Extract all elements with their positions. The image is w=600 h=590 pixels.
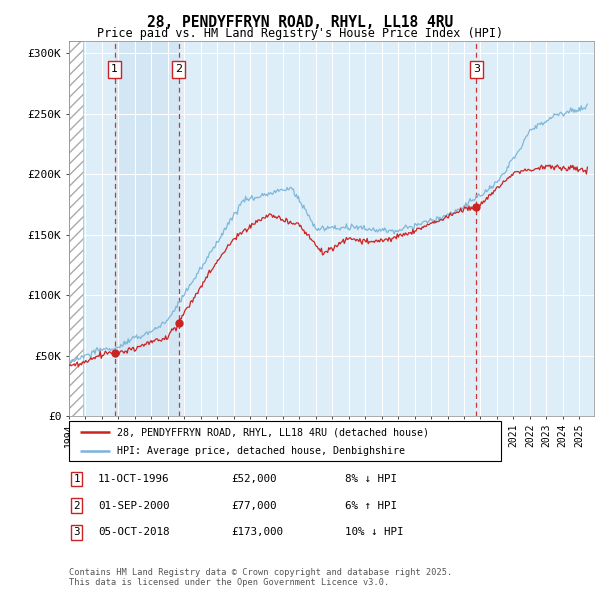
Text: 2: 2 [74, 501, 80, 510]
Text: 10% ↓ HPI: 10% ↓ HPI [345, 527, 404, 537]
Text: HPI: Average price, detached house, Denbighshire: HPI: Average price, detached house, Denb… [116, 445, 404, 455]
Text: Price paid vs. HM Land Registry's House Price Index (HPI): Price paid vs. HM Land Registry's House … [97, 27, 503, 40]
Text: 8% ↓ HPI: 8% ↓ HPI [345, 474, 397, 484]
Text: 01-SEP-2000: 01-SEP-2000 [98, 501, 169, 510]
Text: 28, PENDYFFRYN ROAD, RHYL, LL18 4RU (detached house): 28, PENDYFFRYN ROAD, RHYL, LL18 4RU (det… [116, 427, 428, 437]
Text: 6% ↑ HPI: 6% ↑ HPI [345, 501, 397, 510]
Text: 2: 2 [175, 64, 182, 74]
Text: 3: 3 [473, 64, 480, 74]
Text: 11-OCT-1996: 11-OCT-1996 [98, 474, 169, 484]
Text: £52,000: £52,000 [231, 474, 277, 484]
Text: £173,000: £173,000 [231, 527, 283, 537]
Bar [115, 41, 179, 416]
Text: 05-OCT-2018: 05-OCT-2018 [98, 527, 169, 537]
Text: Contains HM Land Registry data © Crown copyright and database right 2025.
This d: Contains HM Land Registry data © Crown c… [69, 568, 452, 587]
FancyBboxPatch shape [69, 421, 501, 461]
Bar [69, 41, 83, 416]
Text: 3: 3 [74, 527, 80, 537]
Text: 1: 1 [111, 64, 118, 74]
Text: 1: 1 [74, 474, 80, 484]
Text: 28, PENDYFFRYN ROAD, RHYL, LL18 4RU: 28, PENDYFFRYN ROAD, RHYL, LL18 4RU [147, 15, 453, 30]
Text: £77,000: £77,000 [231, 501, 277, 510]
